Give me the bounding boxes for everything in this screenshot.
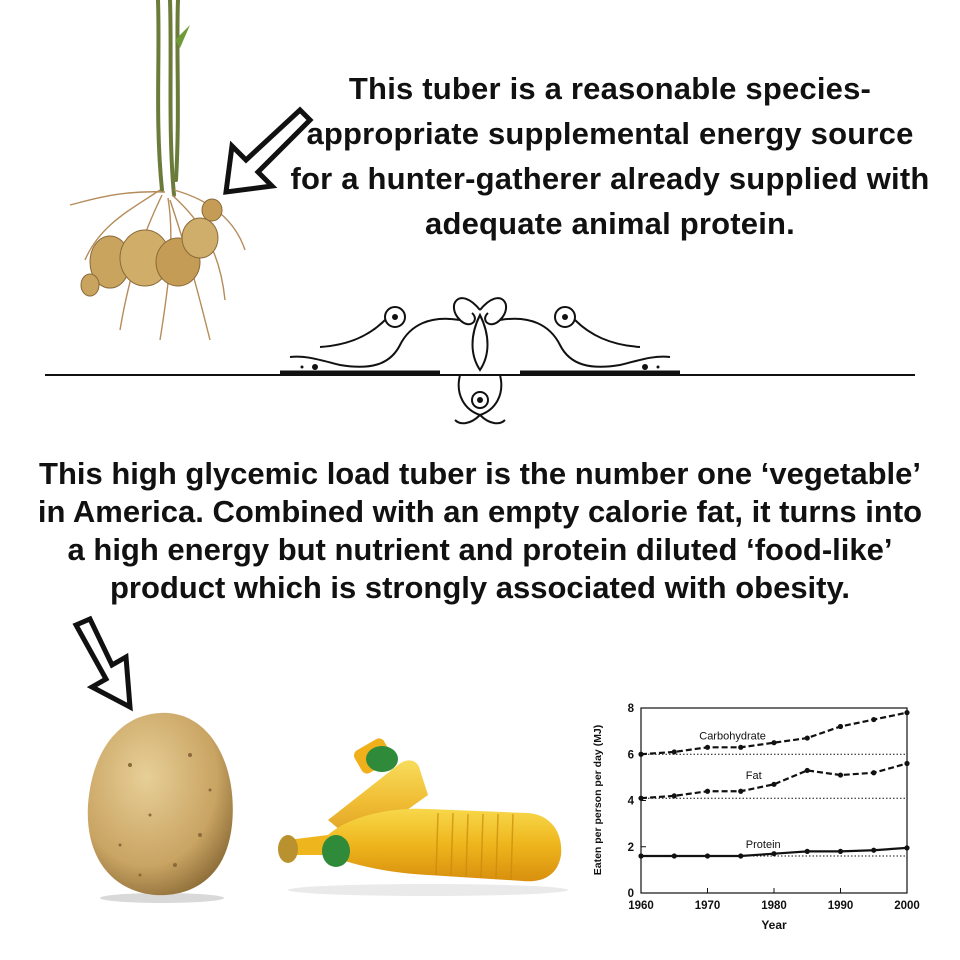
x-axis-label: Year	[761, 918, 787, 932]
fat-data-point	[672, 793, 677, 798]
fat-data-point	[638, 796, 643, 801]
protein-data-point	[672, 853, 677, 858]
x-tick-label: 1980	[761, 900, 787, 912]
protein-series-label: Protein	[746, 839, 781, 851]
carbohydrate-data-point	[672, 749, 677, 754]
plot-area	[641, 708, 907, 893]
outline-arrow-down-right-icon	[70, 615, 150, 715]
protein-data-point	[738, 853, 743, 858]
middle-caption: This high glycemic load tuber is the num…	[30, 455, 930, 607]
y-tick-label: 4	[628, 796, 635, 808]
carbohydrate-data-point	[838, 724, 843, 729]
y-tick-label: 8	[628, 703, 635, 715]
protein-data-point	[904, 845, 909, 850]
carbohydrate-data-point	[705, 745, 710, 750]
y-tick-label: 6	[628, 749, 634, 761]
protein-data-point	[805, 849, 810, 854]
macronutrient-line-chart: Eaten per person per day (MJ) Year 1960 1…	[585, 695, 935, 940]
y-tick-label: 0	[628, 888, 634, 900]
top-caption: This tuber is a reasonable species-appro…	[290, 66, 930, 246]
carbohydrate-series-label: Carbohydrate	[699, 731, 766, 743]
carbohydrate-data-point	[871, 717, 876, 722]
y-axis-label: Eaten per person per day (MJ)	[592, 725, 604, 876]
fat-series-label: Fat	[746, 770, 762, 782]
fat-data-point	[805, 768, 810, 773]
x-tick-label: 1990	[828, 900, 854, 912]
fat-data-point	[838, 772, 843, 777]
oil-bottles-image	[268, 725, 568, 900]
fat-data-point	[771, 782, 776, 787]
protein-data-point	[705, 853, 710, 858]
carbohydrate-data-point	[904, 710, 909, 715]
fat-data-point	[904, 761, 909, 766]
carbohydrate-data-point	[638, 752, 643, 757]
carbohydrate-data-point	[805, 735, 810, 740]
x-tick-label: 1970	[695, 900, 721, 912]
y-tick-label: 2	[628, 842, 634, 854]
x-tick-label: 1960	[628, 900, 654, 912]
protein-data-point	[771, 851, 776, 856]
x-tick-label: 2000	[894, 900, 920, 912]
fat-data-point	[738, 789, 743, 794]
fat-data-point	[871, 770, 876, 775]
carbohydrate-data-point	[771, 740, 776, 745]
protein-data-point	[871, 848, 876, 853]
fat-data-point	[705, 789, 710, 794]
protein-data-point	[838, 849, 843, 854]
protein-data-point	[638, 853, 643, 858]
carbohydrate-data-point	[738, 745, 743, 750]
potato-image	[80, 705, 245, 905]
ornamental-divider-icon	[40, 275, 920, 435]
